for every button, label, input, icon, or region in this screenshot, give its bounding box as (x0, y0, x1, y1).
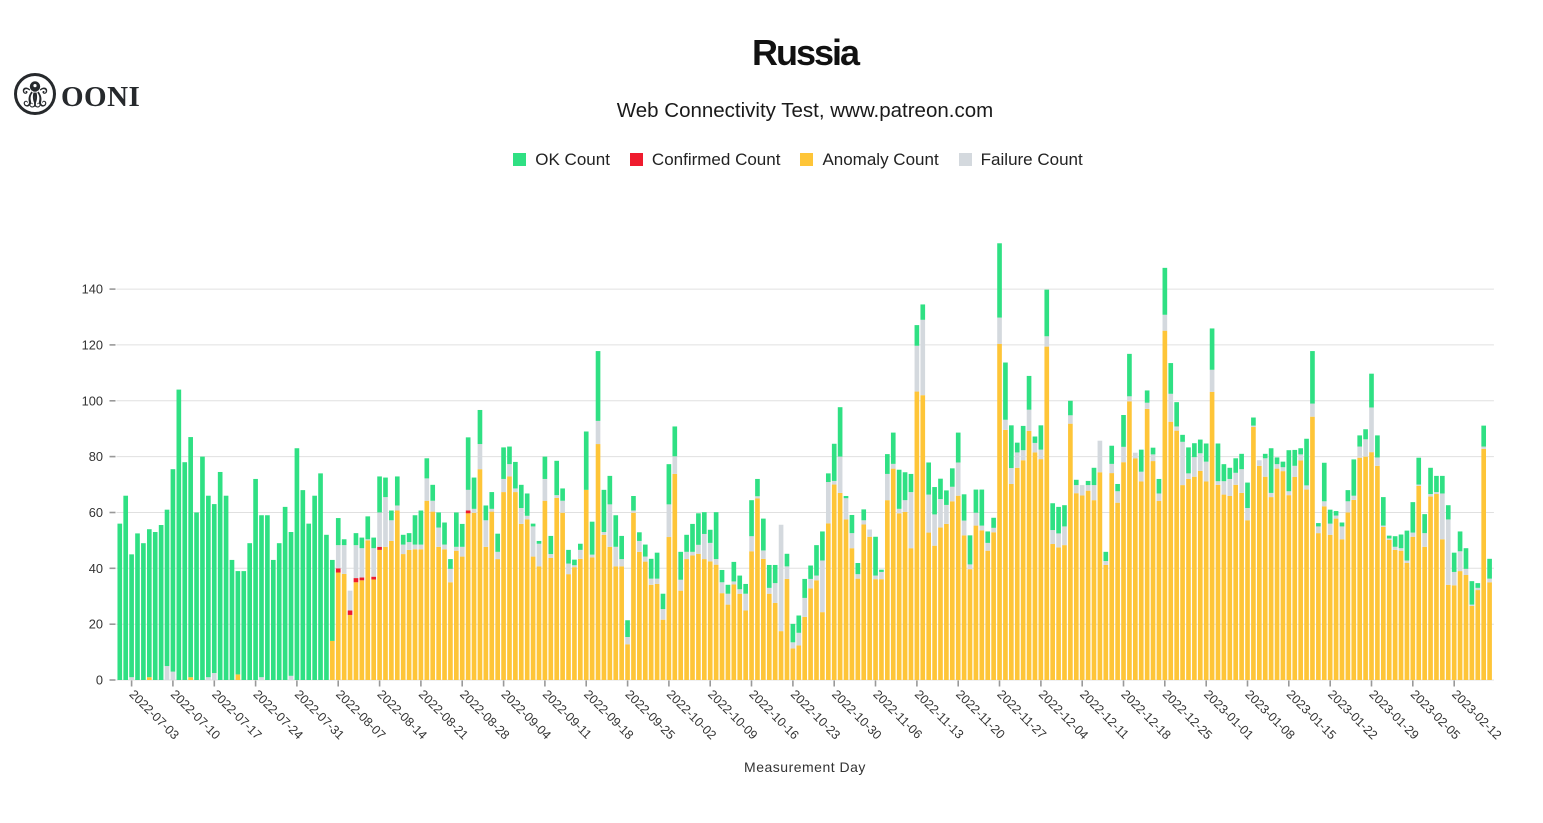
svg-text:100: 100 (82, 393, 103, 408)
svg-text:40: 40 (89, 561, 103, 576)
svg-text:Measurement Day: Measurement Day (744, 759, 866, 775)
svg-text:20: 20 (89, 617, 103, 632)
svg-text:80: 80 (89, 449, 103, 464)
svg-text:0: 0 (96, 673, 103, 688)
svg-text:140: 140 (82, 282, 103, 297)
svg-text:120: 120 (82, 337, 103, 352)
svg-text:60: 60 (89, 505, 103, 520)
